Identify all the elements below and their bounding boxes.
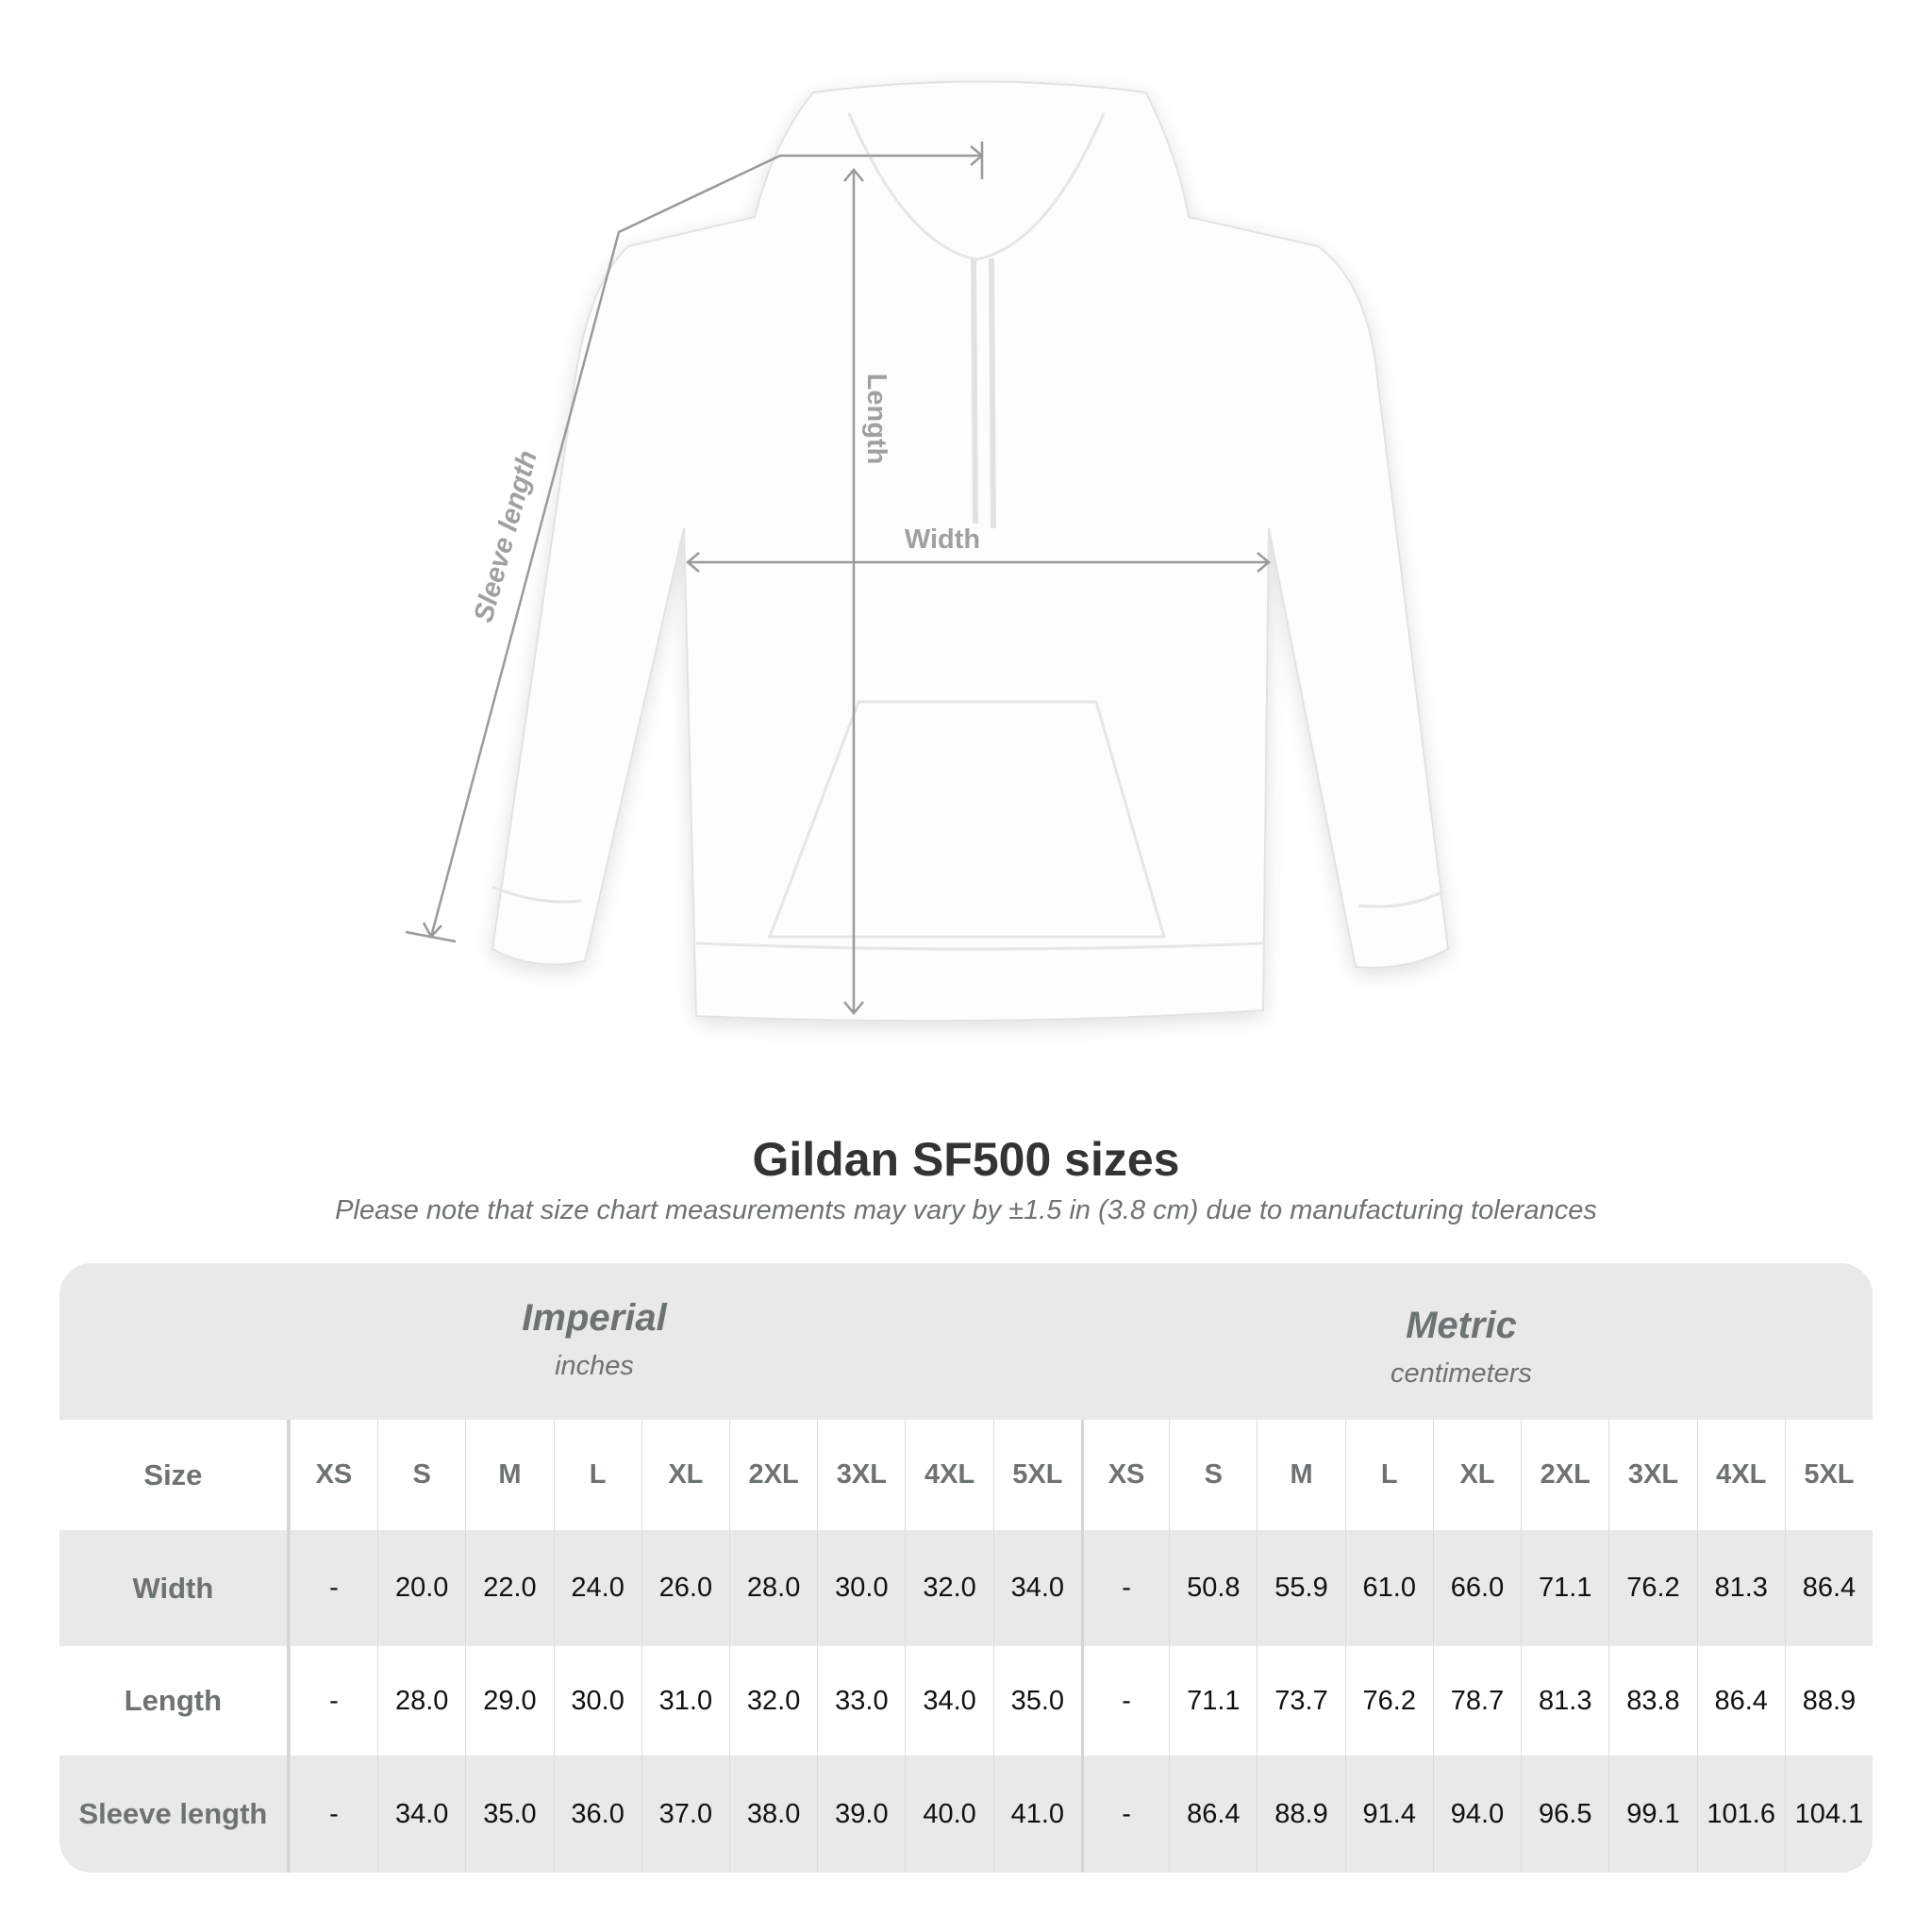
metric-header: Metric centimeters [1037,1305,1873,1390]
width-arrow [686,552,1271,573]
imperial-size-l: L [553,1420,641,1530]
metric-value-cell: 88.9 [1784,1646,1873,1756]
metric-size-2xl: 2XL [1521,1420,1608,1530]
imperial-value-cell: - [289,1530,377,1646]
imperial-size-3xl: 3XL [817,1420,905,1530]
row-label: Width [59,1530,290,1646]
metric-size-m: M [1257,1420,1344,1530]
metric-value-cell: 81.3 [1696,1530,1785,1646]
imperial-value-cell: 26.0 [641,1530,729,1646]
metric-value-cell: 71.1 [1169,1646,1257,1756]
measurement-lines [405,142,1271,1015]
imperial-size-5xl: 5XL [992,1420,1081,1530]
metric-value-cell: - [1080,1756,1169,1873]
imperial-value-cell: 28.0 [729,1530,817,1646]
tolerance-note: Please note that size chart measurements… [335,1195,1597,1225]
imperial-value-cell: 30.0 [553,1646,641,1756]
imperial-value-cell: 22.0 [465,1530,553,1646]
width-label: Width [905,525,980,555]
metric-value-cell: 76.2 [1344,1646,1433,1756]
metric-value-cell: 99.1 [1608,1756,1696,1873]
imperial-value-cell: 34.0 [905,1646,992,1756]
metric-value-cell: 86.4 [1169,1756,1257,1873]
metric-value-cell: 81.3 [1521,1646,1608,1756]
page-title: Gildan SF500 sizes [752,1133,1180,1186]
imperial-value-cell: 31.0 [641,1646,729,1756]
sleeve-arrow [405,142,984,943]
metric-value-cell: - [1080,1646,1169,1756]
imperial-value-cell: 20.0 [377,1530,465,1646]
imperial-size-2xl: 2XL [729,1420,817,1530]
imperial-value-cell: 40.0 [905,1756,992,1873]
imperial-value-cell: 36.0 [553,1756,641,1873]
imperial-value-cell: 32.0 [905,1530,992,1646]
metric-value-cell: 94.0 [1432,1756,1521,1873]
metric-value-cell: 66.0 [1432,1530,1521,1646]
imperial-size-m: M [465,1420,553,1530]
metric-size-l: L [1344,1420,1433,1530]
metric-value-cell: 96.5 [1521,1756,1608,1873]
metric-value-cell: 86.4 [1696,1646,1785,1756]
row-label: Length [59,1646,290,1756]
imperial-size-xs: XS [289,1420,377,1530]
imperial-size-s: S [377,1420,465,1530]
metric-value-cell: 78.7 [1432,1646,1521,1756]
sleeve-length-label: Sleeve length [469,447,543,625]
metric-size-3xl: 3XL [1608,1420,1696,1530]
metric-size-s: S [1169,1420,1257,1530]
metric-value-cell: 73.7 [1257,1646,1344,1756]
imperial-unit: inches [555,1351,634,1381]
imperial-title: Imperial [522,1297,667,1339]
metric-value-cell: 50.8 [1169,1530,1257,1646]
metric-value-cell: 101.6 [1696,1756,1785,1873]
table-row: Length -28.0 29.0 30.0 31.0 32.0 33.0 34.0 35.0-… [59,1646,1873,1756]
hoodie-diagram: Width Length Sleeve length [405,80,1450,1023]
imperial-value-cell: 38.0 [729,1756,817,1873]
imperial-value-cell: 35.0 [465,1756,553,1873]
metric-size-5xl: 5XL [1784,1420,1873,1530]
imperial-value-cell: 35.0 [992,1646,1081,1756]
imperial-value-cell: 30.0 [817,1530,905,1646]
metric-size-xl: XL [1432,1420,1521,1530]
metric-size-4xl: 4XL [1696,1420,1785,1530]
metric-value-cell: 91.4 [1344,1756,1433,1873]
table-row: Width -20.0 22.0 24.0 26.0 28.0 30.0 32.0 34.0-5… [59,1530,1873,1646]
imperial-value-cell: 37.0 [641,1756,729,1873]
imperial-value-cell: - [289,1756,377,1873]
metric-value-cell: 88.9 [1257,1756,1344,1873]
metric-value-cell: 83.8 [1608,1646,1696,1756]
metric-value-cell: 104.1 [1784,1756,1873,1873]
imperial-size-xl: XL [641,1420,729,1530]
length-arrow [843,168,864,1015]
table-row: Sleeve length -34.0 35.0 36.0 37.0 38.0 39.0 40… [59,1756,1873,1873]
imperial-value-cell: 24.0 [553,1530,641,1646]
imperial-header: Imperial inches [170,1297,1019,1382]
metric-size-xs: XS [1080,1420,1169,1530]
metric-title: Metric [1406,1305,1517,1346]
size-table: Imperial inches Metric centimeters Size X… [59,1263,1873,1873]
imperial-value-cell: 33.0 [817,1646,905,1756]
metric-value-cell: 55.9 [1257,1530,1344,1646]
metric-value-cell: 86.4 [1784,1530,1873,1646]
imperial-value-cell: 34.0 [992,1530,1081,1646]
length-label: Length [861,374,891,465]
imperial-value-cell: 41.0 [992,1756,1081,1873]
imperial-value-cell: 28.0 [377,1646,465,1756]
size-header-row: Size XS S M L XL 2XL 3XL 4XL 5XL XS S M L XL 2XL 3XL 4XL 5… [59,1420,1873,1530]
imperial-value-cell: 29.0 [465,1646,553,1756]
metric-value-cell: - [1080,1530,1169,1646]
metric-value-cell: 71.1 [1521,1530,1608,1646]
imperial-value-cell: 39.0 [817,1756,905,1873]
hoodie-illustration [491,80,1450,1023]
metric-value-cell: 76.2 [1608,1530,1696,1646]
imperial-size-4xl: 4XL [905,1420,992,1530]
row-label: Sleeve length [59,1756,290,1873]
imperial-value-cell: 34.0 [377,1756,465,1873]
size-header-label: Size [59,1420,290,1530]
metric-unit: centimeters [1391,1358,1532,1389]
imperial-value-cell: 32.0 [729,1646,817,1756]
metric-value-cell: 61.0 [1344,1530,1433,1646]
imperial-value-cell: - [289,1646,377,1756]
unit-header: Imperial inches Metric centimeters [59,1263,1873,1420]
